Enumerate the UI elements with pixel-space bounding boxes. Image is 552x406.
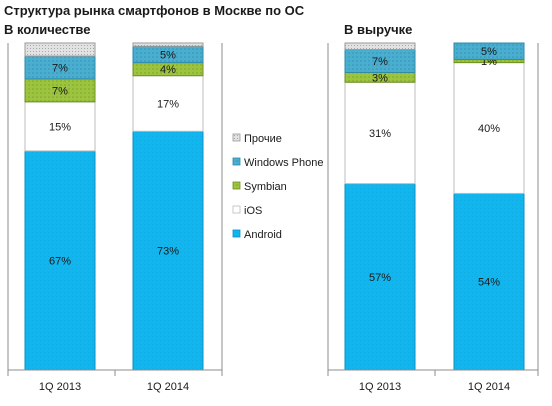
data-label: 4%	[160, 64, 176, 76]
legend-label-windows-phone: Windows Phone	[244, 157, 324, 169]
legend-swatch-ios	[232, 205, 241, 214]
legend-swatch-symbian	[232, 181, 241, 190]
x-tick-label: 1Q 2013	[39, 381, 81, 393]
bar-segment-android-1	[24, 150, 96, 371]
data-label: 17%	[157, 98, 179, 110]
data-label: 5%	[160, 49, 176, 61]
legend-label-symbian: Symbian	[244, 181, 287, 193]
bar-segment-android-2	[132, 130, 204, 371]
data-label: 15%	[49, 121, 71, 133]
data-label: 57%	[369, 272, 391, 284]
bar-segment-ios-1	[24, 101, 96, 152]
data-label: 7%	[372, 56, 388, 68]
data-label: 67%	[49, 255, 71, 267]
bar-segment-android-4	[453, 192, 525, 371]
bar-segment-windows-phone-4	[453, 42, 525, 60]
legend-swatch-other	[232, 133, 241, 142]
legend-label-android: Android	[244, 229, 282, 241]
legend-swatch-windows-phone	[232, 157, 241, 166]
chart-title: Структура рынка смартфонов в Москве по О…	[4, 3, 305, 18]
bar-segment-ios-2	[132, 75, 204, 132]
x-tick-label: 1Q 2013	[359, 381, 401, 393]
legend-label-other: Прочие	[244, 133, 282, 145]
data-label: 73%	[157, 246, 179, 258]
right-panel-title: В выручке	[344, 22, 413, 37]
bar-segment-other-1	[24, 42, 96, 57]
left-panel-title: В количестве	[4, 22, 91, 37]
data-label: 7%	[52, 85, 68, 97]
legend-label-ios: iOS	[244, 205, 262, 217]
legend-swatch-android	[232, 229, 241, 238]
x-tick-label: 1Q 2014	[468, 381, 510, 393]
data-label: 7%	[52, 63, 68, 75]
bar-segment-other-3	[344, 42, 416, 51]
data-label: 40%	[478, 123, 500, 135]
x-tick-label: 1Q 2014	[147, 381, 189, 393]
data-label: 31%	[369, 128, 391, 140]
bar-segment-ios-4	[453, 62, 525, 194]
bar-segment-android-3	[344, 183, 416, 371]
bar-segment-ios-3	[344, 81, 416, 185]
bar-segment-other-2	[132, 42, 204, 47]
data-label: 54%	[478, 277, 500, 289]
data-label: 3%	[372, 72, 388, 84]
data-label: 5%	[481, 46, 497, 58]
